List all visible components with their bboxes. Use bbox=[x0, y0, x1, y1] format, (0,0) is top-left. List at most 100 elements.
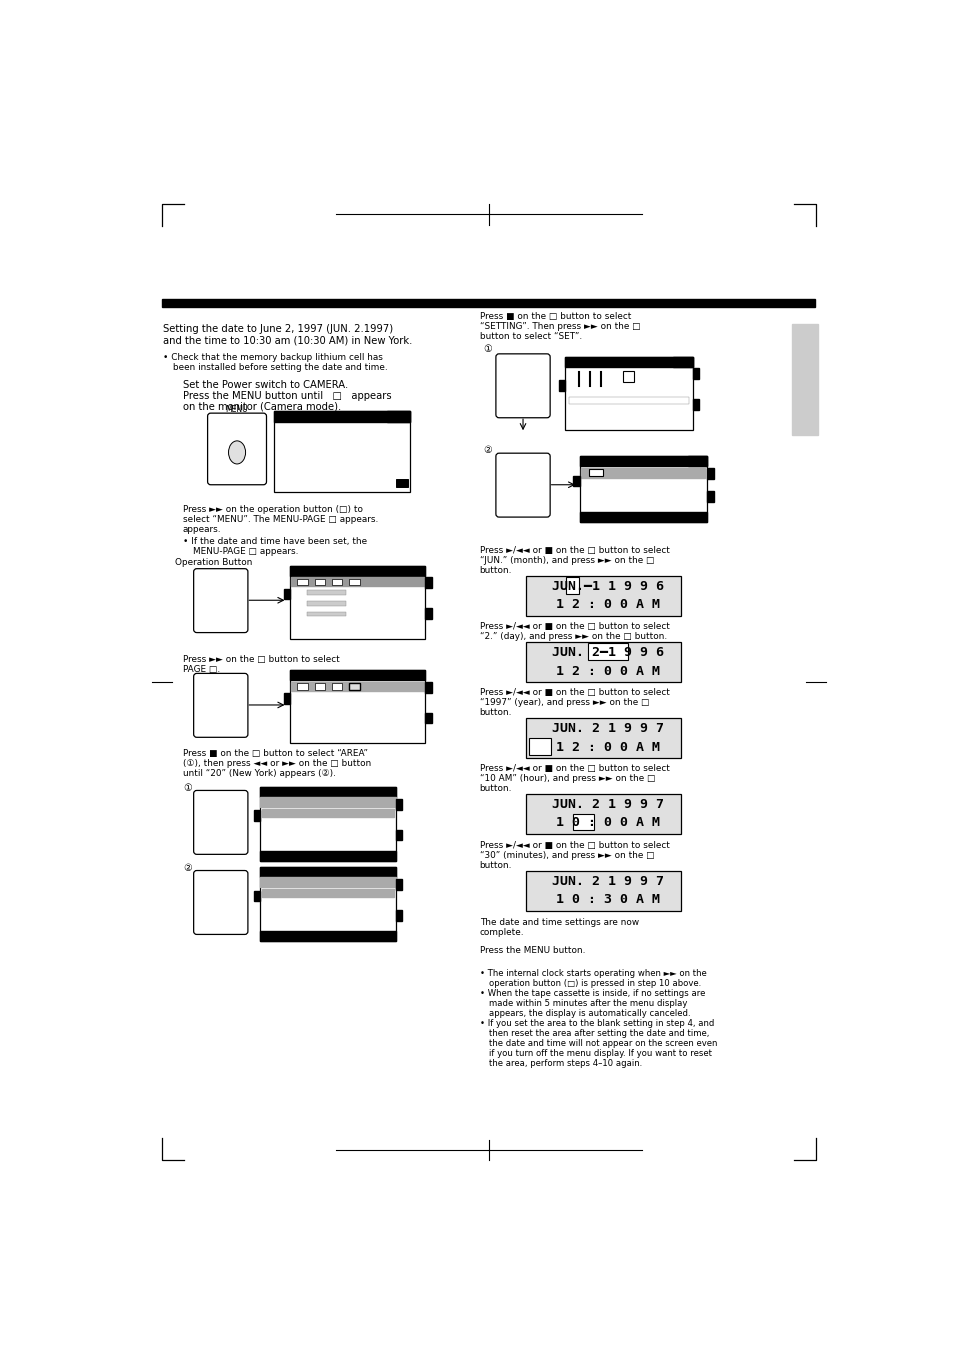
Text: : . .: : . . bbox=[571, 388, 579, 393]
Bar bbox=[395, 830, 402, 840]
Bar bbox=[253, 890, 260, 901]
Text: button.: button. bbox=[479, 566, 512, 574]
Bar bbox=[283, 693, 290, 704]
Text: the area, perform steps 4–10 again.: the area, perform steps 4–10 again. bbox=[488, 1059, 641, 1069]
Text: • The internal clock starts operating when ►► on the: • The internal clock starts operating wh… bbox=[479, 969, 705, 978]
Text: ■: ■ bbox=[514, 496, 519, 501]
Bar bbox=[395, 480, 407, 488]
Bar bbox=[692, 400, 699, 411]
Bar bbox=[283, 589, 290, 600]
Text: 1 2 : 0 0 A M: 1 2 : 0 0 A M bbox=[547, 740, 659, 754]
Text: Press ►/◄◄ or ■ on the □ button to select: Press ►/◄◄ or ■ on the □ button to selec… bbox=[479, 621, 669, 631]
Text: (①), then press ◄◄ or ►► on the □ button: (①), then press ◄◄ or ►► on the □ button bbox=[183, 759, 371, 767]
Text: :: : bbox=[571, 407, 573, 411]
Bar bbox=[290, 670, 425, 743]
Text: ②: ② bbox=[483, 446, 492, 455]
Text: PAGE □.: PAGE □. bbox=[183, 665, 220, 674]
Bar bbox=[348, 578, 359, 585]
Bar bbox=[297, 684, 308, 689]
Text: The date and time settings are now: The date and time settings are now bbox=[479, 919, 639, 927]
Bar bbox=[622, 370, 633, 381]
Bar bbox=[579, 512, 707, 521]
FancyBboxPatch shape bbox=[208, 413, 266, 485]
Bar bbox=[274, 411, 410, 492]
FancyBboxPatch shape bbox=[193, 569, 248, 632]
Text: select “MENU”. The MENU-PAGE □ appears.: select “MENU”. The MENU-PAGE □ appears. bbox=[183, 515, 377, 524]
Bar bbox=[425, 608, 431, 619]
Bar bbox=[525, 793, 680, 834]
Text: ◀◀  ▶▶: ◀◀ ▶▶ bbox=[502, 378, 521, 384]
Text: • When the tape cassette is inside, if no settings are: • When the tape cassette is inside, if n… bbox=[479, 989, 704, 998]
Bar bbox=[290, 566, 425, 576]
Bar bbox=[297, 578, 308, 585]
Text: Press ■ on the □ button to select: Press ■ on the □ button to select bbox=[479, 312, 630, 322]
Bar bbox=[307, 612, 345, 616]
FancyBboxPatch shape bbox=[496, 453, 550, 517]
FancyBboxPatch shape bbox=[193, 673, 248, 738]
Text: ■: ■ bbox=[226, 461, 232, 466]
Text: Press ►/◄◄ or ■ on the □ button to select: Press ►/◄◄ or ■ on the □ button to selec… bbox=[479, 842, 669, 850]
Text: Press ►► on the □ button to select: Press ►► on the □ button to select bbox=[183, 655, 339, 663]
Bar bbox=[314, 684, 325, 689]
Text: Press ►► on the operation button (□) to: Press ►► on the operation button (□) to bbox=[183, 505, 362, 513]
Bar bbox=[572, 813, 594, 831]
Text: been installed before setting the date and time.: been installed before setting the date a… bbox=[172, 363, 387, 372]
Bar bbox=[260, 851, 395, 861]
Text: : . .: : . . bbox=[587, 407, 597, 411]
Bar bbox=[425, 682, 431, 693]
Bar bbox=[290, 566, 425, 639]
Text: ▶/◀◀: ▶/◀◀ bbox=[200, 578, 216, 582]
Text: :: : bbox=[297, 705, 299, 711]
Bar bbox=[558, 380, 564, 390]
Bar bbox=[291, 577, 423, 586]
Text: button.: button. bbox=[479, 708, 512, 717]
Text: Press the MENU button until   □   appears: Press the MENU button until □ appears bbox=[183, 390, 391, 401]
Text: appears, the display is automatically canceled.: appears, the display is automatically ca… bbox=[488, 1009, 690, 1019]
Text: :: : bbox=[266, 820, 268, 825]
Bar bbox=[579, 457, 707, 466]
Text: Press ►/◄◄ or ■ on the □ button to select: Press ►/◄◄ or ■ on the □ button to selec… bbox=[479, 688, 669, 697]
Text: then reset the area after setting the date and time,: then reset the area after setting the da… bbox=[488, 1029, 709, 1038]
Bar bbox=[260, 931, 395, 940]
Bar bbox=[261, 809, 394, 816]
Bar bbox=[525, 719, 680, 758]
Bar bbox=[260, 877, 395, 888]
Bar bbox=[290, 670, 425, 681]
Bar bbox=[425, 713, 431, 723]
Text: until “20” (New York) appears (②).: until “20” (New York) appears (②). bbox=[183, 769, 335, 778]
Text: ◀◀  ▶▶: ◀◀ ▶▶ bbox=[200, 815, 219, 820]
Text: complete.: complete. bbox=[479, 928, 523, 938]
Text: JUN. 2 1 9 9 7: JUN. 2 1 9 9 7 bbox=[543, 798, 663, 811]
Bar bbox=[260, 788, 395, 797]
Bar bbox=[529, 738, 550, 755]
Bar bbox=[673, 357, 692, 367]
Bar bbox=[260, 867, 395, 940]
Text: “1997” (year), and press ►► on the □: “1997” (year), and press ►► on the □ bbox=[479, 698, 648, 707]
Bar bbox=[162, 299, 815, 307]
Text: ◀◀  ▶▶: ◀◀ ▶▶ bbox=[200, 896, 219, 900]
Text: :: : bbox=[297, 601, 299, 607]
Text: JUN.━1 1 9 9 6: JUN.━1 1 9 9 6 bbox=[543, 580, 663, 593]
Bar bbox=[386, 411, 410, 423]
Text: JUN. 2━1 9 9 6: JUN. 2━1 9 9 6 bbox=[543, 646, 663, 659]
Text: Setting the date to June 2, 1997 (JUN. 2.1997): Setting the date to June 2, 1997 (JUN. 2… bbox=[163, 324, 394, 334]
Text: • •: • • bbox=[307, 694, 315, 700]
Text: :: : bbox=[297, 612, 299, 617]
Bar bbox=[425, 577, 431, 588]
Text: ▶/◀◀: ▶/◀◀ bbox=[200, 682, 216, 688]
Text: • If the date and time have been set, the: • If the date and time have been set, th… bbox=[183, 538, 367, 546]
Bar bbox=[260, 867, 395, 877]
Text: _ □ ►: _ □ ► bbox=[266, 890, 284, 896]
Text: ▶/◀◀: ▶/◀◀ bbox=[200, 800, 216, 805]
Bar bbox=[564, 357, 692, 430]
Text: JUN. 2 1 9 9 7: JUN. 2 1 9 9 7 bbox=[543, 723, 663, 735]
Text: ◀◀  ▶▶: ◀◀ ▶▶ bbox=[200, 698, 219, 703]
Text: ▶/◀◀: ▶/◀◀ bbox=[502, 462, 517, 467]
Bar bbox=[348, 684, 359, 689]
Bar bbox=[274, 411, 410, 423]
Bar bbox=[332, 578, 342, 585]
Text: ◀◀  ▶▶: ◀◀ ▶▶ bbox=[502, 478, 521, 482]
Text: ①: ① bbox=[483, 345, 492, 354]
Text: MENU: MENU bbox=[226, 405, 248, 415]
Text: the date and time will not appear on the screen even: the date and time will not appear on the… bbox=[488, 1039, 717, 1048]
